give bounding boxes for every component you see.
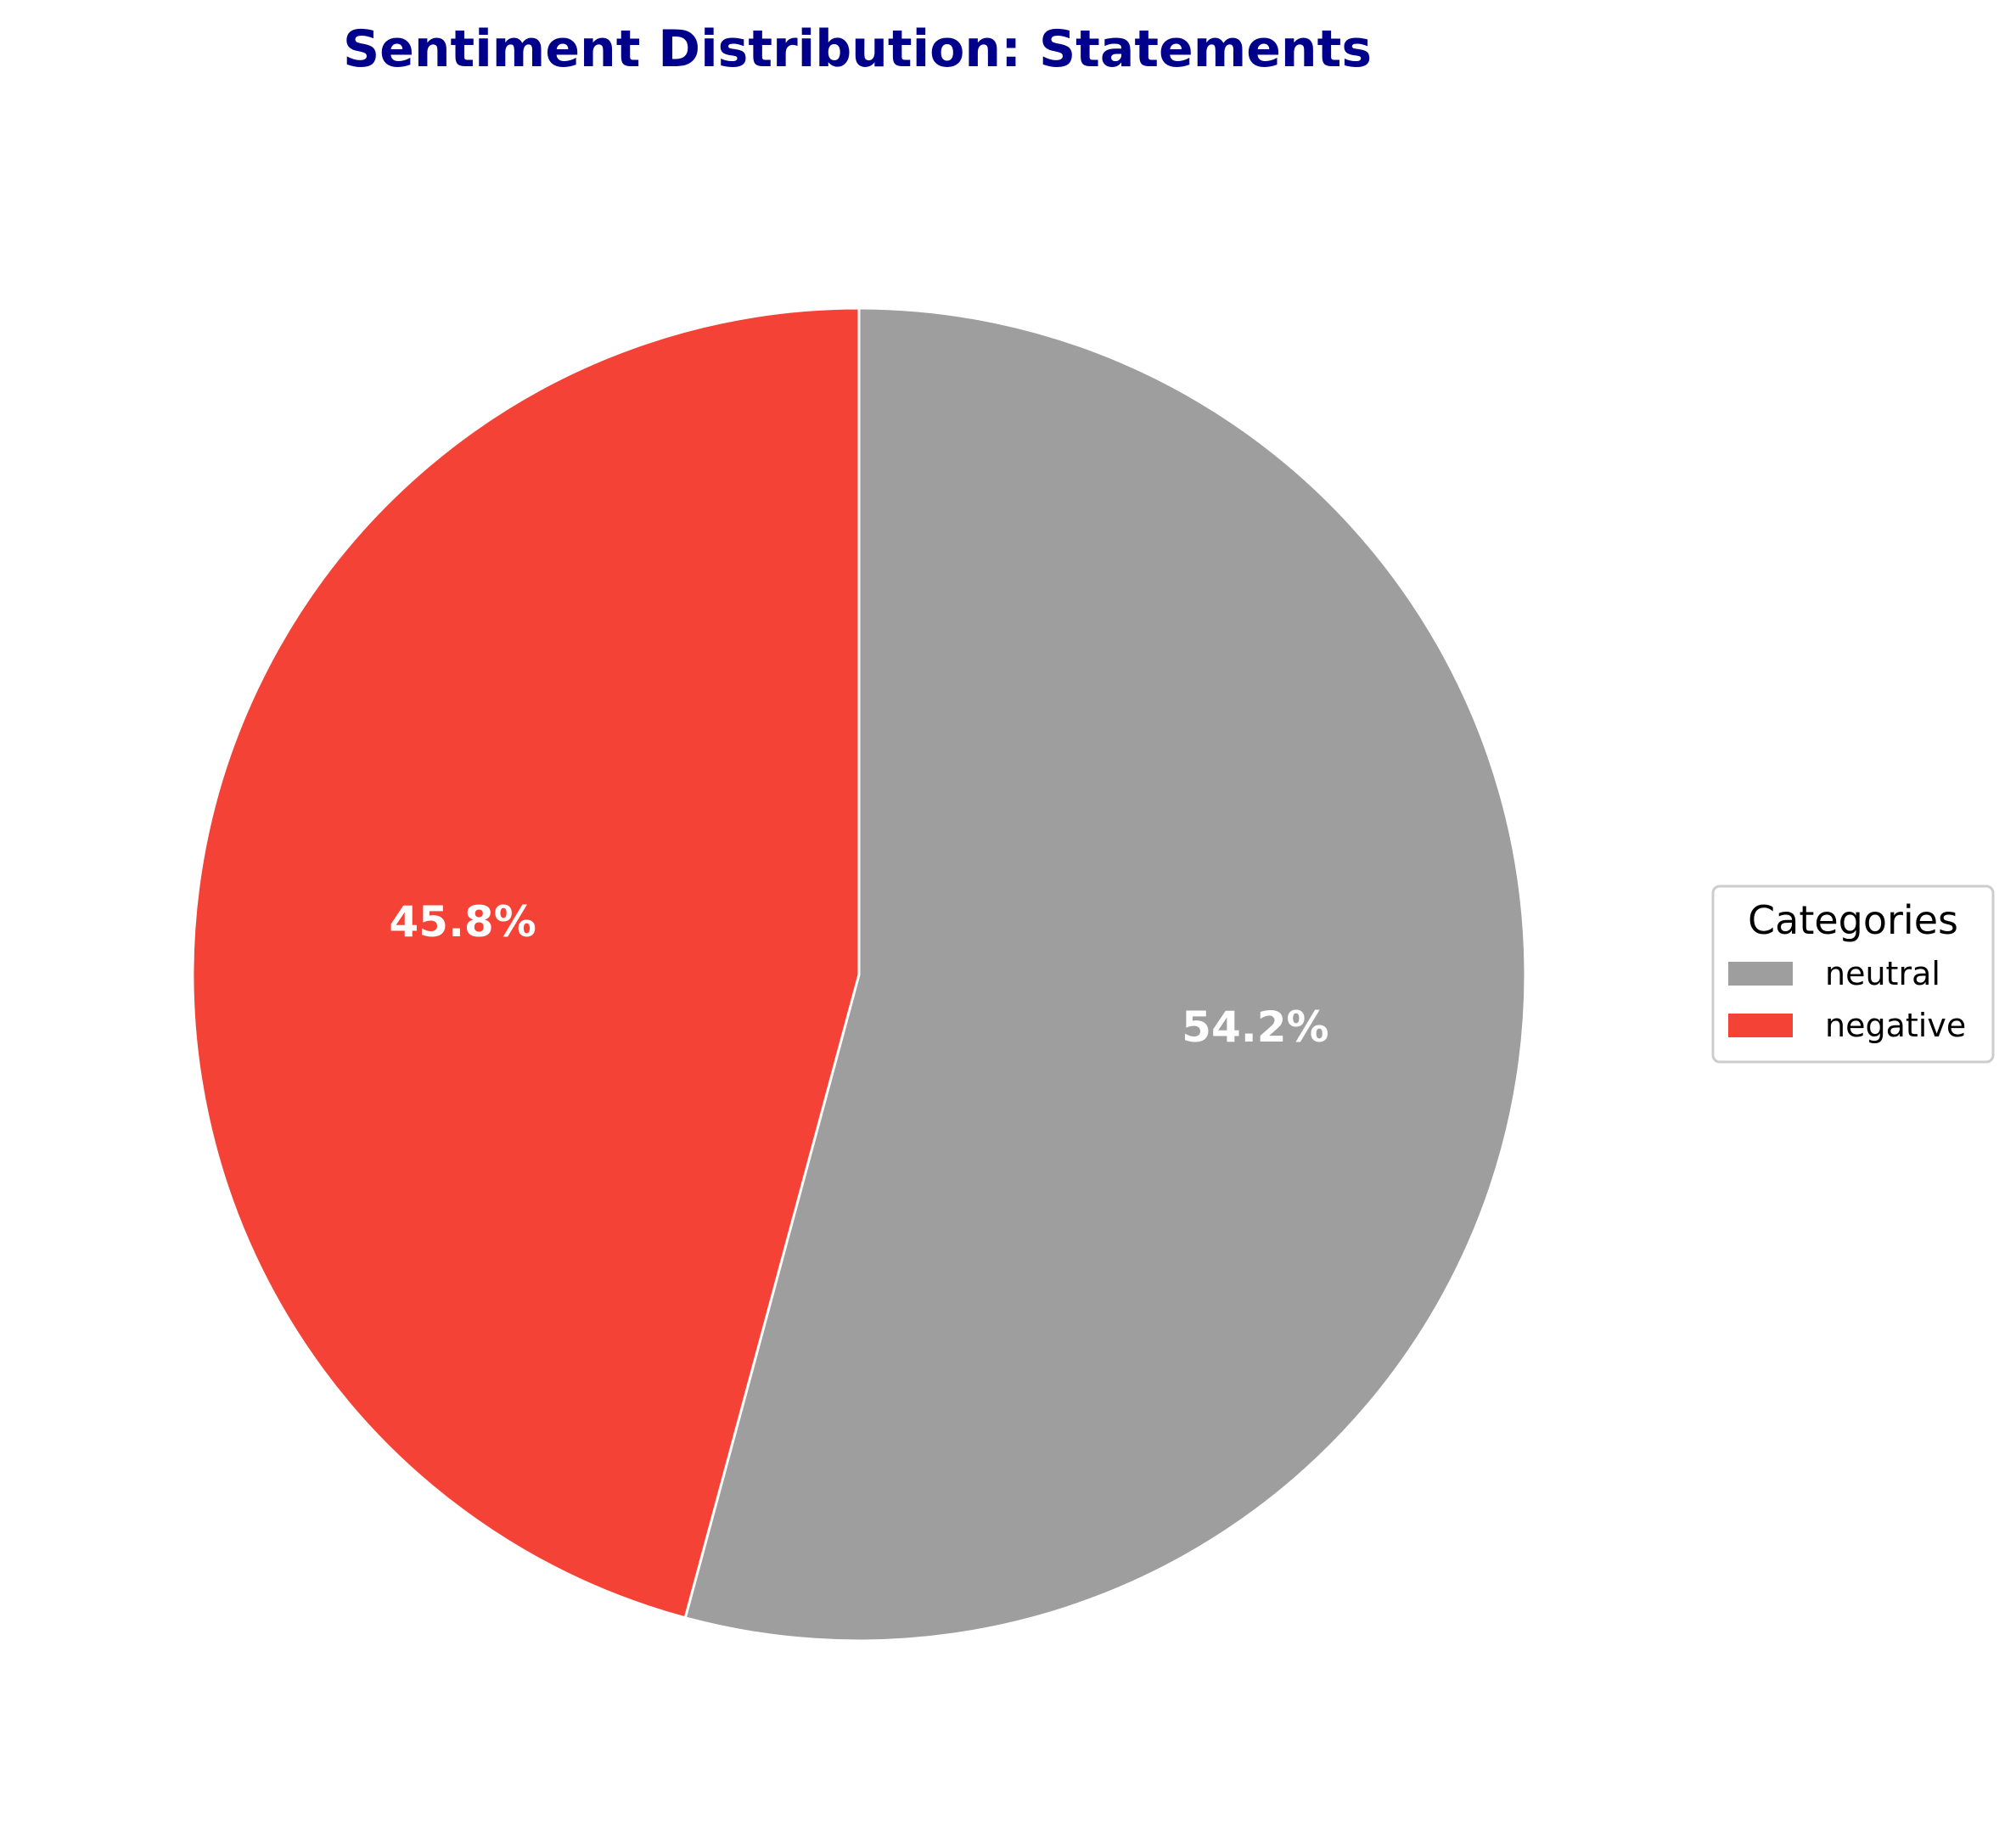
slice-label-negative: 45.8% — [389, 897, 536, 946]
chart-title: Sentiment Distribution: Statements — [343, 20, 1372, 79]
legend: Categories neutral negative — [1711, 885, 1995, 1064]
pie-slice-negative — [191, 306, 861, 1620]
pie-slice-neutral — [683, 306, 1527, 1643]
pie-slices — [191, 306, 1527, 1643]
legend-label-negative: negative — [1825, 1007, 1966, 1044]
slice-label-neutral: 54.2% — [1182, 1003, 1328, 1052]
pie-slice-labels: 54.2% 45.8% — [389, 897, 1328, 1052]
legend-title: Categories — [1748, 897, 1958, 943]
legend-label-neutral: neutral — [1825, 955, 1940, 992]
legend-swatch-negative — [1728, 1014, 1793, 1037]
legend-swatch-neutral — [1728, 962, 1793, 986]
